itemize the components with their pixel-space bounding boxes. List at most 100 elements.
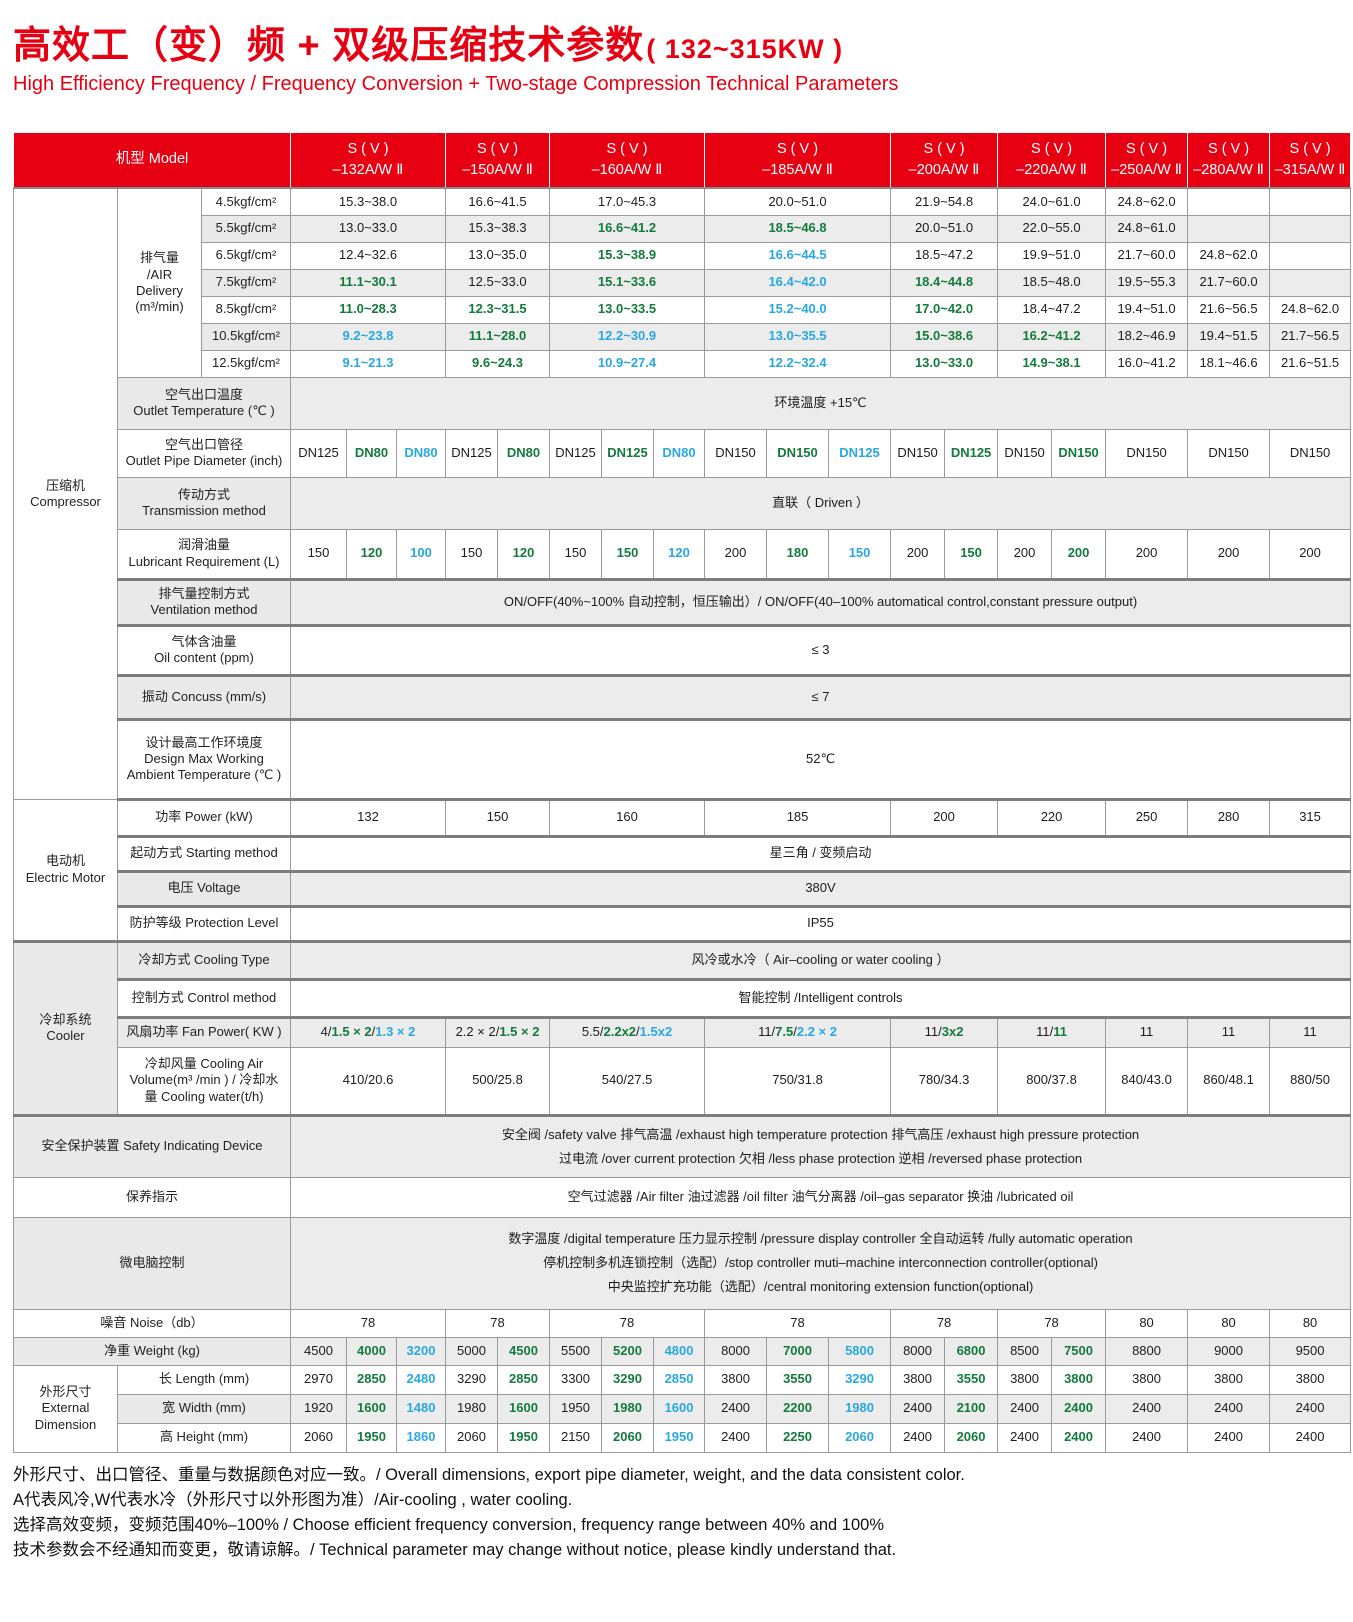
table-cell: 8500: [997, 1336, 1053, 1366]
label-air-delivery: 排气量/AIR Delivery (m³/min): [117, 187, 202, 378]
row-fan-power: 风扇功率 Fan Power( KW ) 4/1.5 × 2/1.3 × 2 2.2…: [14, 1016, 1352, 1048]
row-micro: 微电脑控制 数字温度 /digital temperature 压力显示控制 /p…: [13, 1216, 1352, 1310]
model-280: S ( V ) –280A/W Ⅱ: [1187, 132, 1271, 189]
table-cell: 220: [997, 798, 1107, 838]
table-cell: DN150: [766, 428, 830, 478]
table-cell: 13.0~33.0: [890, 349, 999, 378]
model-315: S ( V ) –315A/W Ⅱ: [1269, 132, 1352, 189]
table-cell: 2.2 × 2/1.5 × 2: [445, 1016, 551, 1048]
table-cell: 1600: [653, 1393, 706, 1424]
table-cell: 78: [549, 1308, 706, 1338]
table-cell: 7000: [766, 1336, 830, 1366]
table-cell: 3290: [828, 1364, 892, 1395]
page-title-kw-range: ( 132~315KW ): [646, 34, 844, 64]
table-cell: 150: [549, 528, 603, 581]
table-cell: 2400: [997, 1422, 1053, 1453]
table-cell: 13.0~35.5: [704, 322, 892, 351]
table-cell: 3800: [704, 1364, 768, 1395]
table-cell: 160: [549, 798, 706, 838]
table-cell: 280: [1187, 798, 1271, 838]
table-cell: 200: [997, 528, 1053, 581]
label-length: 长 Length (mm): [117, 1364, 291, 1395]
table-cell: 20.0~51.0: [890, 214, 999, 243]
table-cell: 24.8~62.0: [1105, 187, 1189, 216]
table-cell: 2200: [766, 1393, 830, 1424]
row-power: 电动机 Electric Motor 功率 Power (kW) 132 150 160 1…: [13, 798, 1352, 943]
label-outlet-temp: 空气出口温度 Outlet Temperature (℃ ): [117, 376, 291, 430]
table-cell: ≤ 3: [289, 624, 1352, 677]
table-cell: 3800: [890, 1364, 946, 1395]
table-cell: 200: [890, 528, 946, 581]
table-cell: 315: [1269, 798, 1352, 838]
table-cell: DN150: [890, 428, 946, 478]
row-starting: 起动方式 Starting method 星三角 / 变频启动: [14, 835, 1352, 873]
label-microcomputer: 微电脑控制: [13, 1216, 291, 1310]
row-width: 宽 Width (mm) 1920 1600 1480 1980 1600 1950 1980…: [14, 1393, 1352, 1424]
table-cell: IP55: [289, 905, 1352, 943]
table-cell: 3800: [1105, 1364, 1189, 1395]
table-cell: 11: [1187, 1016, 1271, 1048]
page-subtitle: High Efficiency Frequency / Frequency Co…: [13, 73, 899, 95]
table-cell: DN125: [549, 428, 603, 478]
table-cell: 1980: [828, 1393, 892, 1424]
table-cell: 78: [289, 1308, 447, 1338]
table-cell: DN80: [497, 428, 551, 478]
table-cell: 18.5~46.8: [704, 214, 892, 243]
table-cell: 250: [1105, 798, 1189, 838]
label-pressure: 4.5kgf/cm²: [201, 187, 291, 216]
table-cell: 840/43.0: [1105, 1046, 1189, 1117]
group-electric-motor: 电动机 Electric Motor: [13, 798, 118, 943]
table-cell: 3290: [445, 1364, 499, 1395]
table-cell: 1920: [290, 1393, 347, 1424]
table-cell: 3800: [1051, 1364, 1107, 1395]
table-cell: 7500: [1051, 1336, 1107, 1366]
table-cell: 1980: [445, 1393, 499, 1424]
table-cell: 78: [997, 1308, 1107, 1338]
group-compressor: 压缩机 Compressor: [13, 187, 118, 800]
table-cell: 24.0~61.0: [997, 187, 1107, 216]
model-185: S ( V ) –185A/W Ⅱ: [704, 132, 892, 189]
row-height: 高 Height (mm) 2060 1950 1860 2060 1950 2150 206…: [14, 1422, 1352, 1453]
table-cell: 150: [445, 528, 499, 581]
label-pressure: 12.5kgf/cm²: [201, 349, 291, 378]
table-cell: 5800: [828, 1336, 892, 1366]
row-weight: 净重 Weight (kg) 4500 4000 3200 5000 4500 5500 52…: [13, 1336, 1352, 1366]
table-cell: 150: [290, 528, 347, 581]
table-cell: 11/7.5/2.2 × 2: [704, 1016, 892, 1048]
label-safety-device: 安全保护装置 Safety Indicating Device: [13, 1114, 291, 1178]
table-cell: 16.2~41.2: [997, 322, 1107, 351]
table-cell: 100: [395, 528, 447, 581]
table-cell: 18.4~47.2: [997, 295, 1107, 324]
model-200: S ( V ) –200A/W Ⅱ: [890, 132, 999, 189]
table-cell: 2400: [1051, 1393, 1107, 1424]
row-safety: 安全保护装置 Safety Indicating Device 安全阀 /safe…: [13, 1114, 1352, 1178]
table-cell: 18.5~48.0: [997, 268, 1107, 297]
table-cell: 2060: [445, 1422, 499, 1453]
table-cell: 22.0~55.0: [997, 214, 1107, 243]
label-width: 宽 Width (mm): [117, 1393, 291, 1424]
table-cell: 3300: [549, 1364, 603, 1395]
table-cell: 3800: [997, 1364, 1053, 1395]
table-cell: 80: [1187, 1308, 1271, 1338]
label-power: 功率 Power (kW): [117, 798, 291, 838]
table-cell: DN125: [290, 428, 347, 478]
model-160: S ( V ) –160A/W Ⅱ: [549, 132, 706, 189]
table-cell: [1269, 268, 1352, 297]
table-cell: 9500: [1269, 1336, 1352, 1366]
row-lubricant: 润滑油量 Lubricant Requirement (L) 150 120 100 15…: [14, 528, 1352, 581]
row-pipe: 空气出口管径 Outlet Pipe Diameter (inch) DN125 DN…: [14, 428, 1352, 478]
table-cell: 4/1.5 × 2/1.3 × 2: [289, 1016, 447, 1048]
table-cell: 5.5/2.2x2/1.5x2: [549, 1016, 706, 1048]
table-cell: 150: [601, 528, 655, 581]
table-cell: 9.6~24.3: [445, 349, 551, 378]
label-design-max: 设计最高工作环境度 Design Max Working Ambient Tempe…: [117, 718, 291, 801]
label-height: 高 Height (mm): [117, 1422, 291, 1453]
label-pipe-diameter: 空气出口管径 Outlet Pipe Diameter (inch): [117, 428, 291, 478]
table-cell: 410/20.6: [289, 1046, 447, 1117]
row-ventilation: 排气量控制方式 Ventilation method ON/OFF(40%~100%…: [14, 578, 1352, 627]
label-oil-content: 气体含油量 Oil content (ppm): [117, 624, 291, 677]
table-cell: DN80: [395, 428, 447, 478]
table-cell: 星三角 / 变频启动: [289, 835, 1352, 873]
